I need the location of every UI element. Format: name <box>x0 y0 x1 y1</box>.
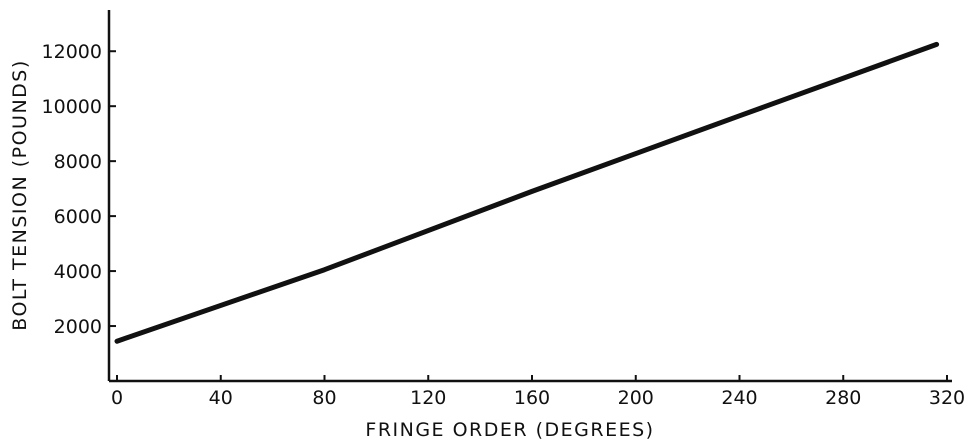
x-tick-label: 40 <box>209 387 233 409</box>
x-tick-label: 320 <box>929 387 965 409</box>
x-tick-label: 120 <box>410 387 446 409</box>
y-axis-title: BOLT TENSION (POUNDS) <box>9 59 31 331</box>
y-tick-label: 8000 <box>54 151 102 173</box>
x-ticks: 0 40 80 120 160 200 240 280 320 <box>111 375 965 409</box>
x-tick-label: 80 <box>312 387 336 409</box>
series-line <box>114 41 940 344</box>
x-tick-label: 200 <box>618 387 654 409</box>
x-tick-label: 280 <box>825 387 861 409</box>
axes <box>107 10 952 383</box>
y-ticks: 2000 4000 6000 8000 10000 12000 <box>42 41 116 338</box>
y-tick-label: 2000 <box>54 316 102 338</box>
series-layer <box>114 41 940 344</box>
x-tick-label: 240 <box>721 387 757 409</box>
y-tick-label: 4000 <box>54 261 102 283</box>
y-tick-label: 12000 <box>42 41 102 63</box>
y-tick-label: 10000 <box>42 96 102 118</box>
y-tick-label: 6000 <box>54 206 102 228</box>
x-axis-title: FRINGE ORDER (DEGREES) <box>365 419 654 441</box>
x-tick-label: 160 <box>514 387 550 409</box>
x-tick-label: 0 <box>111 387 123 409</box>
